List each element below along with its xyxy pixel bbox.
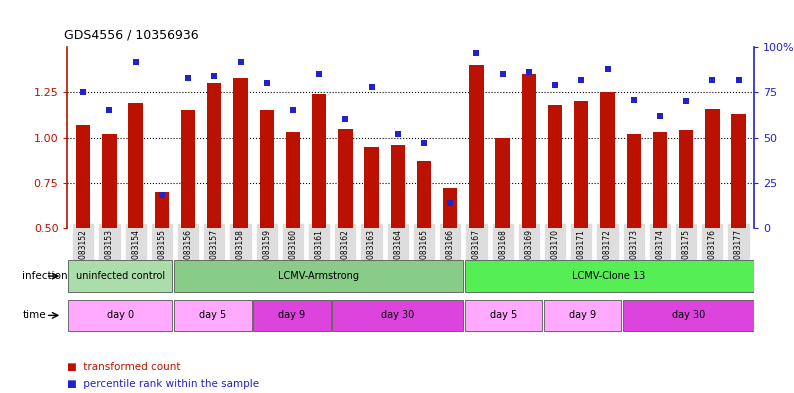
Bar xyxy=(469,65,484,228)
Bar xyxy=(333,300,463,331)
Text: day 9: day 9 xyxy=(279,310,306,320)
Bar xyxy=(76,125,91,228)
Bar xyxy=(253,300,331,331)
Point xyxy=(182,75,195,81)
Point xyxy=(287,107,299,114)
Text: day 0: day 0 xyxy=(106,310,134,320)
Point xyxy=(653,113,666,119)
Point xyxy=(601,66,614,72)
Text: time: time xyxy=(22,310,46,320)
Point xyxy=(365,84,378,90)
Bar xyxy=(102,134,117,228)
Point xyxy=(549,82,561,88)
Point xyxy=(706,77,719,83)
Point xyxy=(260,80,273,86)
Text: day 30: day 30 xyxy=(672,310,705,320)
Bar xyxy=(522,74,536,228)
Bar xyxy=(600,92,615,228)
Point xyxy=(575,77,588,83)
Bar xyxy=(464,300,542,331)
Bar xyxy=(312,94,326,228)
Bar xyxy=(705,108,719,228)
Bar xyxy=(260,110,274,228)
Text: GDS4556 / 10356936: GDS4556 / 10356936 xyxy=(64,28,198,41)
Bar xyxy=(68,300,172,331)
Bar xyxy=(626,134,641,228)
Bar xyxy=(338,129,353,228)
Bar xyxy=(174,300,252,331)
Point xyxy=(470,50,483,56)
Bar xyxy=(417,161,431,228)
Bar xyxy=(286,132,300,228)
Text: infection: infection xyxy=(22,271,67,281)
Bar xyxy=(544,300,622,331)
Bar xyxy=(207,83,222,228)
Bar xyxy=(364,147,379,228)
Point xyxy=(208,73,221,79)
Point xyxy=(156,192,168,198)
Point xyxy=(234,59,247,65)
Point xyxy=(627,96,640,103)
Text: LCMV-Armstrong: LCMV-Armstrong xyxy=(278,271,359,281)
Bar xyxy=(391,145,405,228)
Text: day 5: day 5 xyxy=(199,310,226,320)
Point xyxy=(339,116,352,123)
Bar xyxy=(181,110,195,228)
Text: day 5: day 5 xyxy=(490,310,517,320)
Bar xyxy=(548,105,562,228)
Point xyxy=(444,200,457,206)
Bar xyxy=(464,261,754,292)
Bar xyxy=(443,188,457,228)
Point xyxy=(391,131,404,137)
Bar xyxy=(68,261,172,292)
Text: ■  transformed count: ■ transformed count xyxy=(67,362,181,371)
Text: day 30: day 30 xyxy=(381,310,414,320)
Text: LCMV-Clone 13: LCMV-Clone 13 xyxy=(572,271,646,281)
Text: uninfected control: uninfected control xyxy=(75,271,165,281)
Point xyxy=(103,107,116,114)
Bar xyxy=(174,261,463,292)
Bar xyxy=(653,132,667,228)
Point xyxy=(129,59,142,65)
Point xyxy=(418,140,430,146)
Bar xyxy=(574,101,588,228)
Bar xyxy=(233,78,248,228)
Point xyxy=(732,77,745,83)
Point xyxy=(77,89,90,95)
Bar xyxy=(679,130,693,228)
Point xyxy=(313,71,326,77)
Bar xyxy=(129,103,143,228)
Text: day 9: day 9 xyxy=(569,310,596,320)
Point xyxy=(680,98,692,105)
Bar xyxy=(623,300,754,331)
Bar xyxy=(155,192,169,228)
Text: ■  percentile rank within the sample: ■ percentile rank within the sample xyxy=(67,379,260,389)
Point xyxy=(522,69,535,75)
Bar xyxy=(495,138,510,228)
Bar xyxy=(731,114,746,228)
Point xyxy=(496,71,509,77)
